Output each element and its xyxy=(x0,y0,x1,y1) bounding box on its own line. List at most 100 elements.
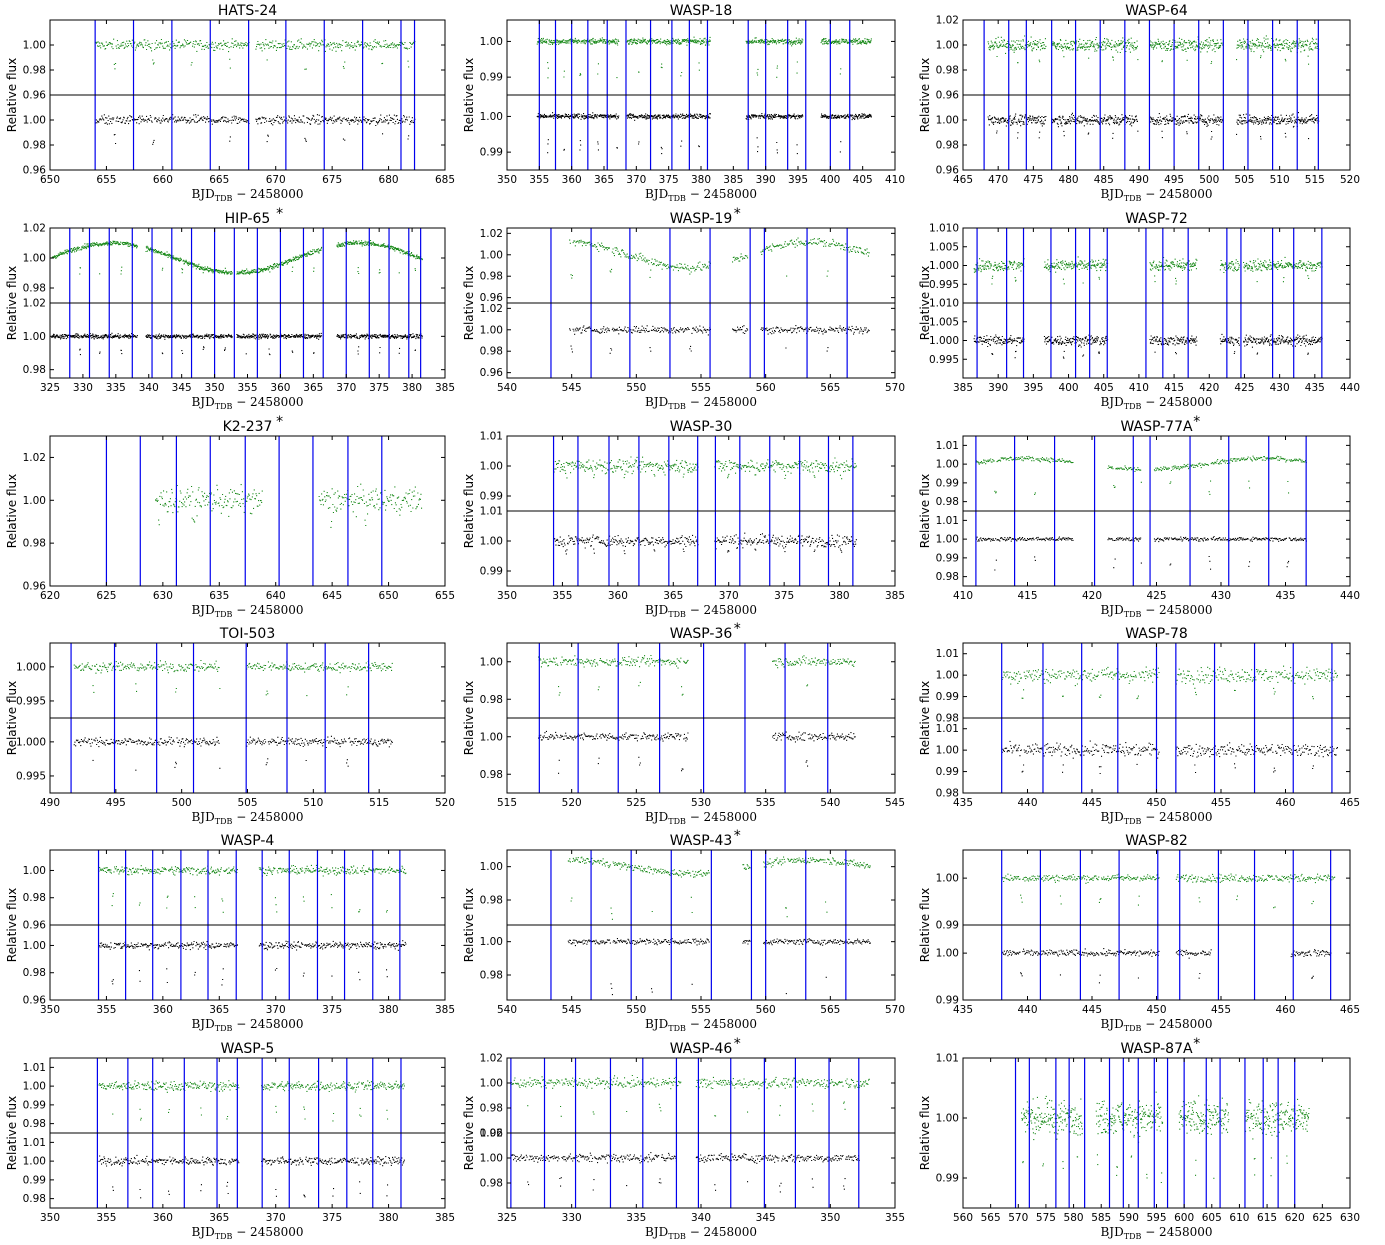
y-axis-label: Relative flux xyxy=(918,266,932,340)
data-points xyxy=(538,654,856,696)
title-star: * xyxy=(734,828,741,844)
x-label-sub: TDB xyxy=(1124,402,1142,411)
series-bottom-points xyxy=(973,333,1323,359)
y-axis-label: Relative flux xyxy=(918,681,932,755)
ytick-label: 1.00 xyxy=(23,331,46,343)
x-label-sub: TDB xyxy=(668,1024,686,1033)
x-label-main: BJD xyxy=(191,395,214,409)
ytick-label: 0.98 xyxy=(23,892,46,904)
xtick-label: 400 xyxy=(1059,382,1079,394)
xtick-label: 605 xyxy=(1202,1212,1222,1224)
xtick-label: 535 xyxy=(756,797,776,809)
xtick-label: 550 xyxy=(626,382,646,394)
y-axis-label: Relative flux xyxy=(462,58,476,132)
xtick-label: 340 xyxy=(139,382,159,394)
xtick-label: 455 xyxy=(1211,1004,1231,1016)
series-bottom-points xyxy=(510,1152,860,1193)
ytick-label: 0.96 xyxy=(480,367,504,379)
chart-title: K2-237 xyxy=(223,419,273,435)
xtick-label: 615 xyxy=(1257,1212,1277,1224)
xtick-label: 350 xyxy=(40,1004,60,1016)
ytick-label: 1.000 xyxy=(929,335,959,347)
ytick-label: 1.00 xyxy=(936,873,959,885)
series-top-points xyxy=(98,864,407,913)
ytick-label: 1.005 xyxy=(929,241,959,253)
xtick-label: 630 xyxy=(1340,1212,1360,1224)
xtick-label: 515 xyxy=(369,797,389,809)
x-label-rest: − 2458000 xyxy=(1141,603,1212,617)
panel-top: 0.96 0.98 1.00 1.02 xyxy=(480,227,896,304)
ytick-label: 0.99 xyxy=(936,552,959,564)
xtick-label: 325 xyxy=(40,382,60,394)
ytick-label: 0.99 xyxy=(936,995,959,1007)
xtick-label: 575 xyxy=(1036,1212,1056,1224)
chart-title: WASP-18 xyxy=(670,3,733,19)
xtick-label: 385 xyxy=(953,382,973,394)
xtick-label: 465 xyxy=(953,174,973,186)
x-axis-label: BJDTDB − 2458000 xyxy=(645,1017,757,1033)
ytick-label: 1.00 xyxy=(480,1078,503,1090)
x-label-main: BJD xyxy=(1100,1017,1123,1031)
xtick-label: 445 xyxy=(1082,1004,1102,1016)
xtick-label: 565 xyxy=(820,382,840,394)
panel-frame xyxy=(962,94,1351,171)
subplot-wasp-72: 0.995 1.000 1.005 1.010 0.995 1.000 1.005 1.010… xyxy=(918,211,1360,411)
ytick-label: 1.02 xyxy=(480,228,503,240)
chart-title: WASP-87A xyxy=(1120,1041,1193,1057)
ytick-label: 1.000 xyxy=(16,661,46,673)
x-label-rest: − 2458000 xyxy=(1141,395,1212,409)
series-top-points xyxy=(538,654,856,696)
data-points xyxy=(98,940,407,986)
panel-frame xyxy=(506,924,896,1001)
y-axis-label: Relative flux xyxy=(462,888,476,962)
xtick-label: 435 xyxy=(953,797,973,809)
xtick-label: 405 xyxy=(1094,382,1114,394)
xtick-label: 380 xyxy=(830,590,850,602)
data-points xyxy=(73,735,393,771)
x-label-main: BJD xyxy=(1100,187,1123,201)
xtick-label: 365 xyxy=(209,1004,229,1016)
xtick-label: 540 xyxy=(497,1004,517,1016)
y-axis-label: Relative flux xyxy=(5,474,19,548)
panel-frame xyxy=(962,510,1351,587)
x-axis-label: BJDTDB − 2458000 xyxy=(191,395,303,411)
x-axis-label: BJDTDB − 2458000 xyxy=(645,603,757,619)
chart-title: HATS-24 xyxy=(218,3,277,19)
chart-title: WASP-19 xyxy=(670,211,733,227)
series-top-points xyxy=(73,659,393,697)
x-label-rest: − 2458000 xyxy=(232,187,303,201)
xtick-label: 680 xyxy=(379,174,399,186)
xtick-label: 545 xyxy=(562,1004,582,1016)
title-star: * xyxy=(734,621,741,637)
x-label-main: BJD xyxy=(1100,603,1123,617)
xtick-label: 440 xyxy=(1340,382,1360,394)
xtick-label: 545 xyxy=(562,382,582,394)
xtick-label: 520 xyxy=(1340,174,1360,186)
xtick-label: 500 xyxy=(1199,174,1219,186)
xtick-label: 480 xyxy=(1059,174,1079,186)
ytick-label: 1.00 xyxy=(480,111,503,123)
ytick-label: 1.01 xyxy=(23,1062,46,1074)
xtick-label: 355 xyxy=(96,1212,116,1224)
panel-frame xyxy=(506,302,896,379)
x-axis-label: BJDTDB − 2458000 xyxy=(1100,603,1212,619)
xtick-label: 570 xyxy=(885,1004,905,1016)
series-top-points xyxy=(98,1080,405,1122)
xtick-label: 350 xyxy=(40,1212,60,1224)
xtick-label: 440 xyxy=(1017,1004,1037,1016)
panel-top: 0.96 0.98 1.00 xyxy=(23,19,446,102)
title-star: * xyxy=(734,206,741,222)
x-axis-label: BJDTDB − 2458000 xyxy=(191,810,303,826)
panel-frame xyxy=(49,1132,446,1209)
series-bottom-points xyxy=(987,112,1320,140)
series-bottom-points xyxy=(536,112,872,155)
data-points xyxy=(98,1154,405,1199)
xtick-label: 520 xyxy=(562,797,582,809)
ytick-label: 1.01 xyxy=(936,440,959,452)
xtick-label: 450 xyxy=(1146,797,1166,809)
x-label-rest: − 2458000 xyxy=(1141,1225,1212,1239)
x-label-main: BJD xyxy=(191,187,214,201)
x-label-sub: TDB xyxy=(215,817,233,826)
ytick-label: 0.99 xyxy=(480,566,503,578)
